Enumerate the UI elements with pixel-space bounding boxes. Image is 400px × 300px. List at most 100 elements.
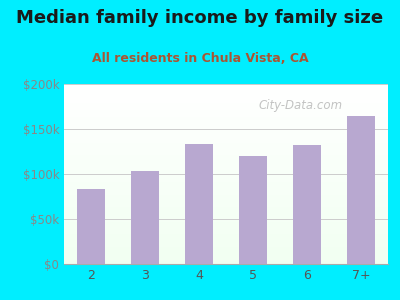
Bar: [64, 124, 388, 125]
Bar: [64, 165, 388, 167]
Bar: [64, 104, 388, 106]
Bar: [64, 140, 388, 142]
Bar: [64, 257, 388, 259]
Bar: [64, 233, 388, 235]
Bar: [64, 242, 388, 244]
Bar: [64, 131, 388, 133]
Bar: [64, 174, 388, 176]
Bar: [64, 178, 388, 179]
Text: All residents in Chula Vista, CA: All residents in Chula Vista, CA: [92, 52, 308, 65]
Bar: [64, 91, 388, 93]
Bar: [64, 185, 388, 187]
Bar: [64, 187, 388, 188]
Bar: [64, 210, 388, 212]
Bar: [64, 241, 388, 242]
Bar: [64, 260, 388, 262]
Bar: [64, 111, 388, 113]
Bar: [64, 95, 388, 97]
Bar: [64, 147, 388, 149]
Bar: [64, 102, 388, 104]
Bar: [64, 237, 388, 239]
Bar: [64, 196, 388, 197]
Bar: [64, 176, 388, 178]
Bar: [64, 262, 388, 264]
Bar: [64, 151, 388, 152]
Bar: [64, 253, 388, 255]
Text: City-Data.com: City-Data.com: [258, 99, 342, 112]
Bar: [64, 156, 388, 158]
Bar: [64, 143, 388, 145]
Bar: [64, 206, 388, 208]
Bar: [64, 152, 388, 154]
Bar: [64, 149, 388, 151]
Bar: [64, 100, 388, 102]
Text: Median family income by family size: Median family income by family size: [16, 9, 384, 27]
Bar: [64, 98, 388, 100]
Bar: [64, 212, 388, 214]
Bar: [64, 167, 388, 169]
Bar: [64, 250, 388, 251]
Bar: [64, 107, 388, 109]
Bar: [64, 215, 388, 217]
Bar: [64, 97, 388, 98]
Bar: [64, 88, 388, 89]
Bar: [64, 125, 388, 127]
Bar: [64, 226, 388, 228]
Bar: [64, 246, 388, 248]
Bar: [64, 169, 388, 170]
Bar: [64, 251, 388, 253]
Bar: [64, 89, 388, 91]
Bar: [64, 160, 388, 161]
Bar: [64, 221, 388, 223]
Bar: [131, 171, 159, 264]
Bar: [64, 116, 388, 118]
Bar: [64, 217, 388, 219]
Bar: [64, 113, 388, 115]
Bar: [64, 179, 388, 181]
Bar: [64, 205, 388, 206]
Bar: [64, 201, 388, 203]
Bar: [64, 134, 388, 136]
Bar: [64, 183, 388, 185]
Bar: [64, 172, 388, 174]
Bar: [347, 116, 375, 264]
Bar: [64, 118, 388, 120]
Bar: [64, 145, 388, 147]
Bar: [64, 259, 388, 260]
Bar: [64, 219, 388, 221]
Bar: [64, 122, 388, 124]
Bar: [64, 142, 388, 143]
Bar: [64, 188, 388, 190]
Bar: [64, 161, 388, 163]
Bar: [64, 244, 388, 246]
Bar: [64, 235, 388, 237]
Bar: [64, 109, 388, 111]
Bar: [64, 181, 388, 183]
Bar: [64, 138, 388, 140]
Bar: [64, 136, 388, 138]
Bar: [64, 194, 388, 196]
Bar: [64, 199, 388, 201]
Bar: [77, 189, 105, 264]
Bar: [64, 228, 388, 230]
Bar: [64, 190, 388, 192]
Bar: [64, 158, 388, 160]
Bar: [64, 86, 388, 88]
Bar: [64, 248, 388, 250]
Bar: [64, 208, 388, 210]
Bar: [64, 224, 388, 226]
Bar: [64, 115, 388, 116]
Bar: [64, 192, 388, 194]
Bar: [64, 84, 388, 86]
Bar: [64, 133, 388, 134]
Bar: [64, 255, 388, 257]
Bar: [239, 156, 267, 264]
Bar: [293, 145, 321, 264]
Bar: [64, 120, 388, 122]
Bar: [64, 197, 388, 199]
Bar: [64, 230, 388, 232]
Bar: [64, 93, 388, 95]
Bar: [64, 203, 388, 205]
Bar: [64, 170, 388, 172]
Bar: [64, 163, 388, 165]
